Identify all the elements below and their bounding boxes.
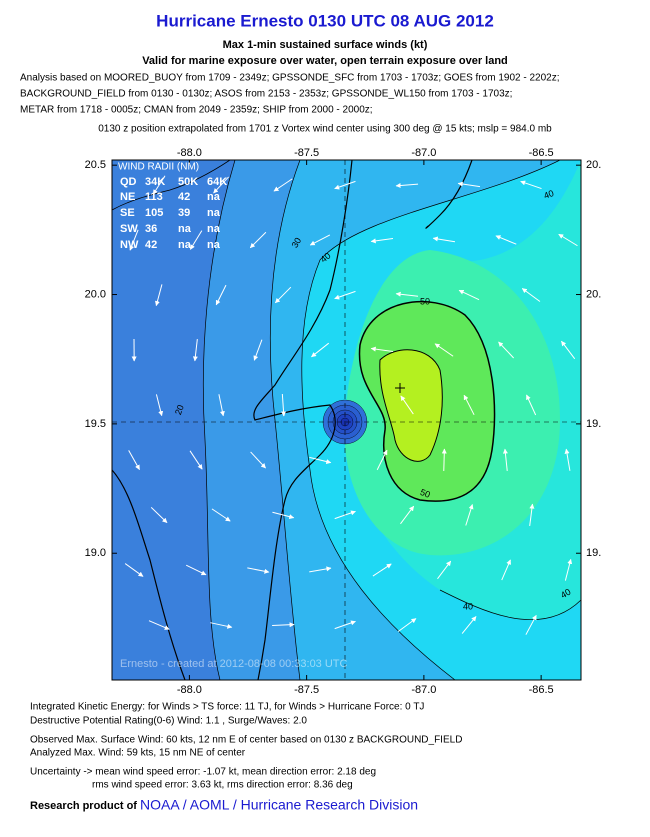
y-tick-label: 20.5 bbox=[85, 159, 106, 171]
contour-label: 50 bbox=[420, 296, 430, 306]
wind-radii-cell: na bbox=[207, 239, 221, 251]
x-tick-label: -87.5 bbox=[294, 147, 319, 159]
y-tick-label: 19.0 bbox=[85, 547, 106, 559]
footer-line: Analyzed Max. Wind: 59 kts, 15 nm NE of … bbox=[30, 748, 246, 759]
x-tick-label: -88.0 bbox=[177, 147, 202, 159]
x-tick-label: -86.5 bbox=[529, 684, 554, 696]
wind-radii-cell: SE bbox=[120, 207, 135, 219]
wind-radii-cell: na bbox=[207, 223, 221, 235]
analysis-line: METAR from 1718 - 0005z; CMAN from 2049 … bbox=[20, 105, 373, 116]
wind-radii-cell: 105 bbox=[145, 207, 163, 219]
wind-radii-header: 34K bbox=[145, 176, 165, 188]
y-tick-label: 20. bbox=[586, 288, 601, 300]
wind-radii-header: 64K bbox=[207, 176, 227, 188]
y-tick-label: 19.5 bbox=[85, 418, 106, 430]
wind-radii-header: 50K bbox=[178, 176, 198, 188]
wind-radii-title: WIND RADII (NM) bbox=[118, 162, 199, 173]
wind-radii-cell: NW bbox=[120, 239, 139, 251]
wind-radii-cell: 36 bbox=[145, 223, 157, 235]
footer-line: Uncertainty -> mean wind speed error: -1… bbox=[30, 767, 376, 778]
wind-radii-cell: na bbox=[178, 223, 192, 235]
wind-radii-cell: 39 bbox=[178, 207, 190, 219]
x-tick-label: -87.0 bbox=[411, 147, 436, 159]
wind-radii-cell: SW bbox=[120, 223, 138, 235]
title: Hurricane Ernesto 0130 UTC 08 AUG 2012 bbox=[156, 11, 494, 30]
research-label: Research product of bbox=[30, 800, 137, 812]
wind-radii-header: QD bbox=[120, 176, 137, 188]
research-org[interactable]: NOAA / AOML / Hurricane Research Divisio… bbox=[140, 797, 418, 813]
wind-radii-cell: 113 bbox=[145, 191, 163, 203]
note: Valid for marine exposure over water, op… bbox=[142, 55, 508, 67]
footer-line: Observed Max. Surface Wind: 60 kts, 12 n… bbox=[30, 735, 462, 746]
analysis-line: BACKGROUND_FIELD from 0130 - 0130z; ASOS… bbox=[20, 89, 512, 100]
y-tick-label: 19. bbox=[586, 547, 601, 559]
wind-radii-cell: NE bbox=[120, 191, 135, 203]
wind-radii-cell: na bbox=[207, 191, 221, 203]
wind-radii-cell: na bbox=[178, 239, 192, 251]
y-tick-label: 19. bbox=[586, 418, 601, 430]
wind-radii-cell: na bbox=[207, 207, 221, 219]
footer-line: rms wind speed error: 3.63 kt, rms direc… bbox=[92, 780, 353, 791]
y-tick-label: 20.0 bbox=[85, 288, 106, 300]
contour-label: 40 bbox=[463, 601, 473, 611]
analysis-line: Analysis based on MOORED_BUOY from 1709 … bbox=[20, 73, 560, 84]
subtitle: Max 1-min sustained surface winds (kt) bbox=[223, 39, 428, 51]
x-tick-label: -87.5 bbox=[294, 684, 319, 696]
credit: Ernesto - created at 2012-08-08 00:33:03… bbox=[120, 658, 348, 670]
footer-line: Destructive Potential Rating(0-6) Wind: … bbox=[30, 716, 307, 727]
position-line: 0130 z position extrapolated from 1701 z… bbox=[98, 124, 552, 135]
wind-radii-cell: 42 bbox=[145, 239, 157, 251]
x-tick-label: -87.0 bbox=[411, 684, 436, 696]
wind-radii-cell: 42 bbox=[178, 191, 190, 203]
x-tick-label: -86.5 bbox=[529, 147, 554, 159]
y-tick-label: 20. bbox=[586, 159, 601, 171]
x-tick-label: -88.0 bbox=[177, 684, 202, 696]
wind-vector bbox=[444, 449, 445, 471]
footer-line: Integrated Kinetic Energy: for Winds > T… bbox=[30, 702, 424, 713]
